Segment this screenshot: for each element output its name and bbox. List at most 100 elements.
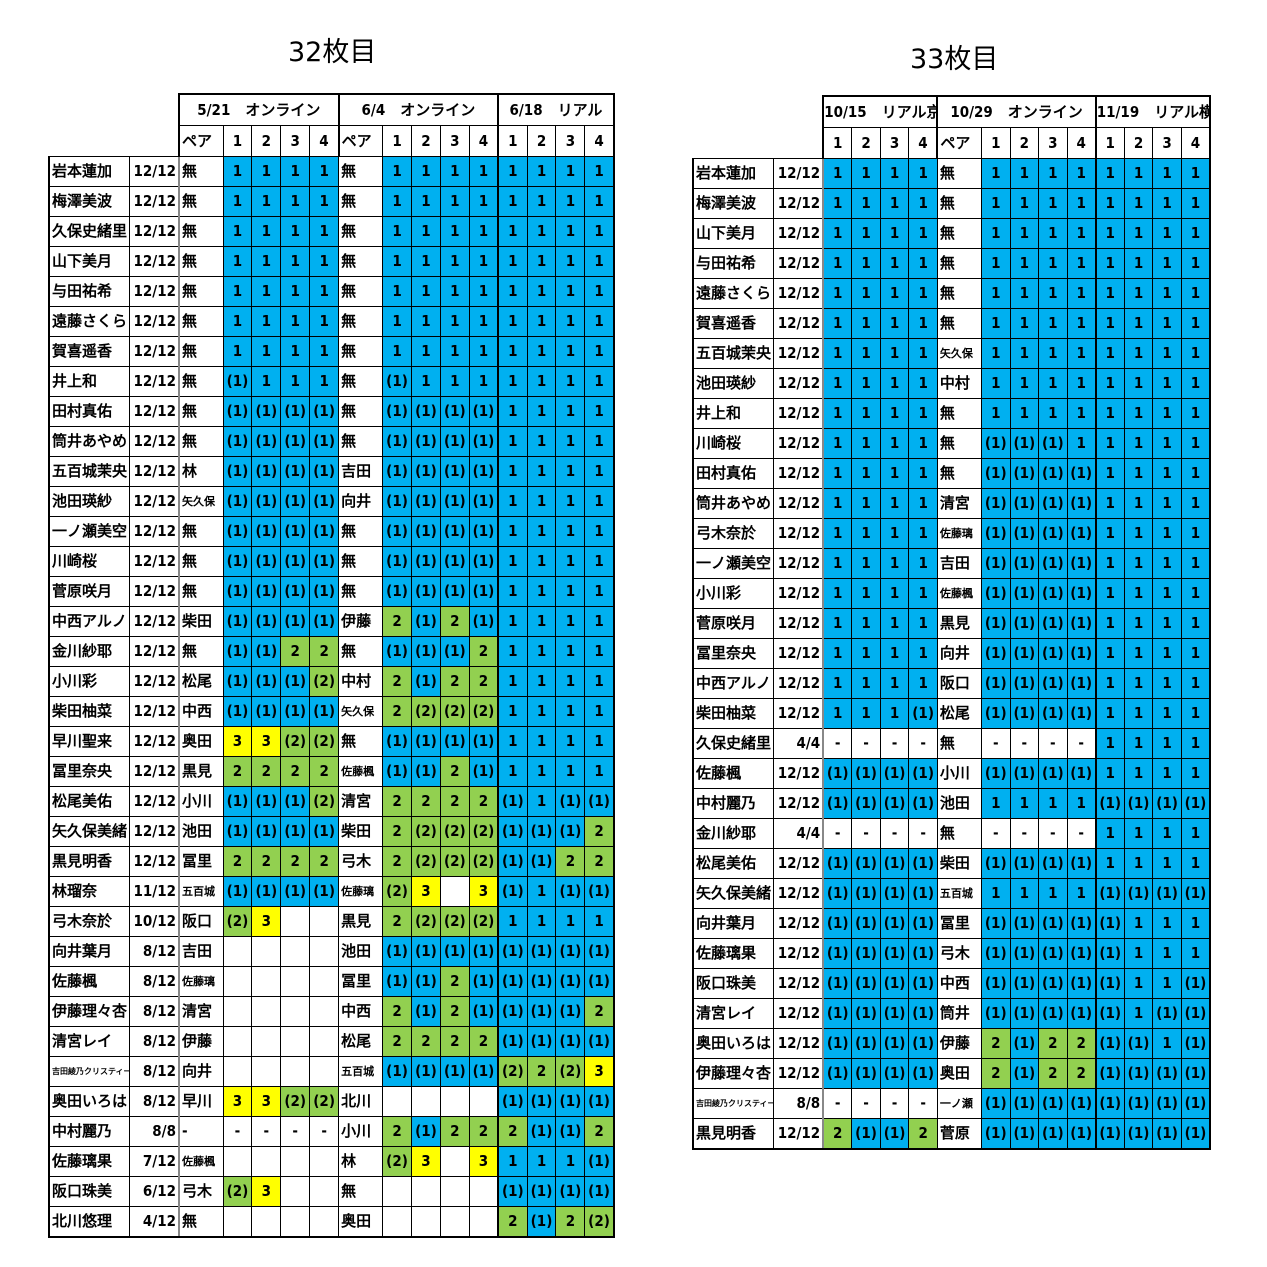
- round-result-cell: 1: [526, 606, 557, 637]
- round-result-cell: 1: [222, 246, 253, 277]
- round-result-cell: [309, 966, 340, 997]
- pair-partner: 無: [338, 366, 384, 397]
- member-score: 12/12: [128, 276, 180, 307]
- round-result-cell: 1: [1123, 998, 1154, 1029]
- member-row: 伊藤理々杏 12/12 (1) (1) (1) (1) 奥田 2 (1) 2 2 (1) (1) (1)(…: [691, 1058, 1211, 1089]
- member-row: 川崎桜 12/12 1 1 1 1 無 (1) (1) (1) 1 1 1 1 1: [691, 428, 1211, 459]
- round-result-cell: -: [851, 728, 881, 759]
- round-result-cell: 1: [309, 156, 340, 187]
- member-score: 12/12: [772, 788, 825, 819]
- round-result-cell: 1: [1038, 308, 1068, 339]
- round-result-cell: (1): [439, 726, 470, 757]
- round-result-cell: 2: [555, 1206, 586, 1238]
- round-result-cell: 1: [526, 876, 557, 907]
- round-column-header: 4: [908, 127, 938, 159]
- member-row: 矢久保美緒 12/12 (1) (1) (1) (1) 五百城 1 1 1 1 (1) (1) (1) (1…: [691, 878, 1211, 909]
- round-result-cell: 1: [555, 606, 586, 637]
- round-result-cell: 1: [584, 636, 615, 667]
- round-result-cell: -: [251, 1116, 282, 1147]
- round-result-cell: 1: [1094, 338, 1125, 369]
- member-score: 12/12: [772, 608, 825, 639]
- member-name: 林瑠奈: [48, 876, 130, 907]
- round-result-cell: 1: [526, 426, 557, 457]
- pair-partner: 林: [338, 1146, 384, 1177]
- round-result-cell: (1): [555, 816, 586, 847]
- round-result-cell: (1): [468, 936, 499, 967]
- round-result-cell: 2: [382, 666, 412, 697]
- round-result-cell: 1: [555, 756, 586, 787]
- member-score: 12/12: [128, 216, 180, 247]
- round-result-cell: 1: [822, 248, 853, 279]
- member-name: 井上和: [48, 366, 130, 397]
- pair-partner: 無: [936, 428, 982, 459]
- member-name: 北川悠理: [48, 1206, 130, 1238]
- pair-partner: 佐藤楓: [178, 1146, 224, 1177]
- round-result-cell: (1): [908, 968, 938, 999]
- round-result-cell: 1: [280, 216, 311, 247]
- member-row: 菅原咲月 12/12 1 1 1 1 黒見 (1) (1) (1) (1) 1 1 1 1: [691, 608, 1211, 639]
- round-result-cell: (1): [1009, 1118, 1040, 1150]
- round-result-cell: (1): [980, 1088, 1011, 1119]
- round-result-cell: (1): [410, 966, 441, 997]
- round-result-cell: (2): [439, 696, 470, 727]
- round-result-cell: 1: [1123, 818, 1154, 849]
- member-row: 柴田柚菜 12/12 1 1 1 (1) 松尾 (1) (1) (1) (1) 1 1 1 1: [691, 698, 1211, 729]
- member-row: 佐藤楓 12/12 (1) (1) (1) (1) 小川 (1) (1) (1) (1) 1 1 1 1: [691, 758, 1211, 789]
- round-result-cell: (1): [584, 1176, 615, 1207]
- round-column-header: 3: [1038, 127, 1068, 159]
- round-result-cell: 1: [1123, 758, 1154, 789]
- round-result-cell: [309, 936, 340, 967]
- round-result-cell: (1): [468, 546, 499, 577]
- round-result-cell: (1): [1094, 1028, 1125, 1059]
- round-result-cell: 1: [584, 246, 615, 277]
- round-result-cell: 1: [1009, 338, 1040, 369]
- round-result-cell: 1: [908, 578, 938, 609]
- round-result-cell: (1): [410, 606, 441, 637]
- round-result-cell: 1: [222, 216, 253, 247]
- round-result-cell: (1): [309, 516, 340, 547]
- round-result-cell: 1: [851, 458, 881, 489]
- round-result-cell: (1): [222, 816, 253, 847]
- round-result-cell: [280, 966, 311, 997]
- round-result-cell: 1: [879, 188, 910, 219]
- round-header-row: 1 2 3 4 ペア 1 2 3 4 1 2 3 4: [693, 127, 1211, 159]
- round-result-cell: [280, 1056, 311, 1087]
- round-result-cell: -: [1066, 818, 1097, 849]
- pair-partner: 吉田: [936, 548, 982, 579]
- round-result-cell: (2): [410, 846, 441, 877]
- round-result-cell: 1: [1009, 188, 1040, 219]
- round-result-cell: 1: [439, 156, 470, 187]
- round-result-cell: (1): [468, 606, 499, 637]
- round-result-cell: 1: [382, 306, 412, 337]
- round-result-cell: [439, 876, 470, 907]
- round-result-cell: (1): [584, 1086, 615, 1117]
- round-result-cell: 1: [980, 188, 1011, 219]
- round-result-cell: (1): [251, 456, 282, 487]
- round-result-cell: (1): [851, 878, 881, 909]
- round-result-cell: 1: [1180, 608, 1211, 639]
- member-name: 久保史緒里: [691, 728, 774, 759]
- round-result-cell: (1): [439, 516, 470, 547]
- round-result-cell: 1: [1009, 308, 1040, 339]
- round-result-cell: 1: [879, 398, 910, 429]
- round-result-cell: 1: [584, 336, 615, 367]
- pair-partner: 清宮: [338, 786, 384, 817]
- round-result-cell: 1: [1123, 848, 1154, 879]
- member-name: 与田祐希: [48, 276, 130, 307]
- member-score: 12/12: [772, 698, 825, 729]
- member-row: 梅澤美波 12/12 1 1 1 1 無 1 1 1 1 1 1 1 1: [691, 188, 1211, 219]
- round-result-cell: 1: [1123, 278, 1154, 309]
- round-result-cell: [280, 996, 311, 1027]
- round-result-cell: 1: [1094, 278, 1125, 309]
- round-result-cell: (1): [1066, 608, 1097, 639]
- round-result-cell: (1): [309, 876, 340, 907]
- pair-partner: 奥田: [178, 726, 224, 757]
- round-result-cell: 1: [468, 306, 499, 337]
- round-result-cell: 1: [980, 368, 1011, 399]
- round-result-cell: (1): [822, 998, 853, 1029]
- member-name: 矢久保美緒: [48, 816, 130, 847]
- member-name: 小川彩: [691, 578, 774, 609]
- round-result-cell: 1: [1094, 518, 1125, 549]
- member-score: 12/12: [772, 458, 825, 489]
- round-result-cell: [439, 1206, 470, 1238]
